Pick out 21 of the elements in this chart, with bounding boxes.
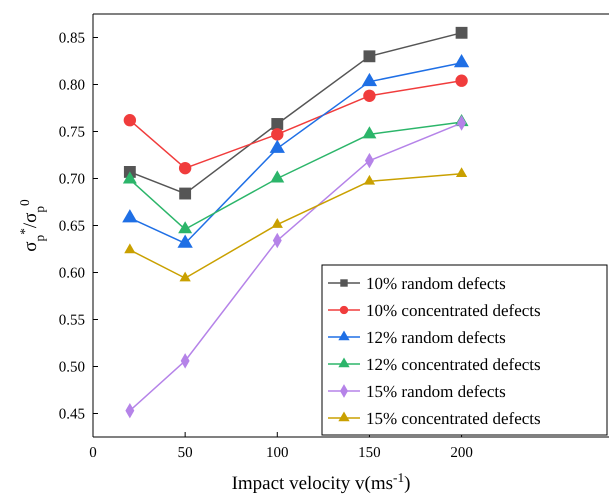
legend-label: 12% concentrated defects [366, 355, 541, 374]
y-tick-label: 0.70 [58, 172, 85, 188]
y-tick-label: 0.75 [58, 124, 85, 140]
x-tick-label: 100 [266, 445, 289, 461]
legend-label: 10% random defects [366, 274, 506, 293]
y-tick-label: 0.50 [58, 360, 85, 376]
legend-label: 15% concentrated defects [366, 409, 541, 428]
y-tick-label: 0.65 [58, 218, 85, 234]
legend-label: 10% concentrated defects [366, 301, 541, 320]
y-tick-label: 0.45 [58, 406, 85, 422]
x-tick-label: 200 [450, 445, 473, 461]
y-tick-label: 0.85 [58, 30, 85, 46]
y-tick-label: 0.55 [58, 312, 85, 328]
legend-label: 15% random defects [366, 382, 506, 401]
y-tick-label: 0.60 [58, 266, 85, 282]
x-tick-label: 0 [89, 445, 97, 461]
x-tick-label: 150 [358, 445, 381, 461]
x-tick-label: 50 [178, 445, 193, 461]
x-axis-title: Impact velocity v(ms$^{-1}$) [232, 470, 410, 494]
y-tick-label: 0.80 [58, 78, 85, 94]
legend-label: 12% random defects [366, 328, 506, 347]
